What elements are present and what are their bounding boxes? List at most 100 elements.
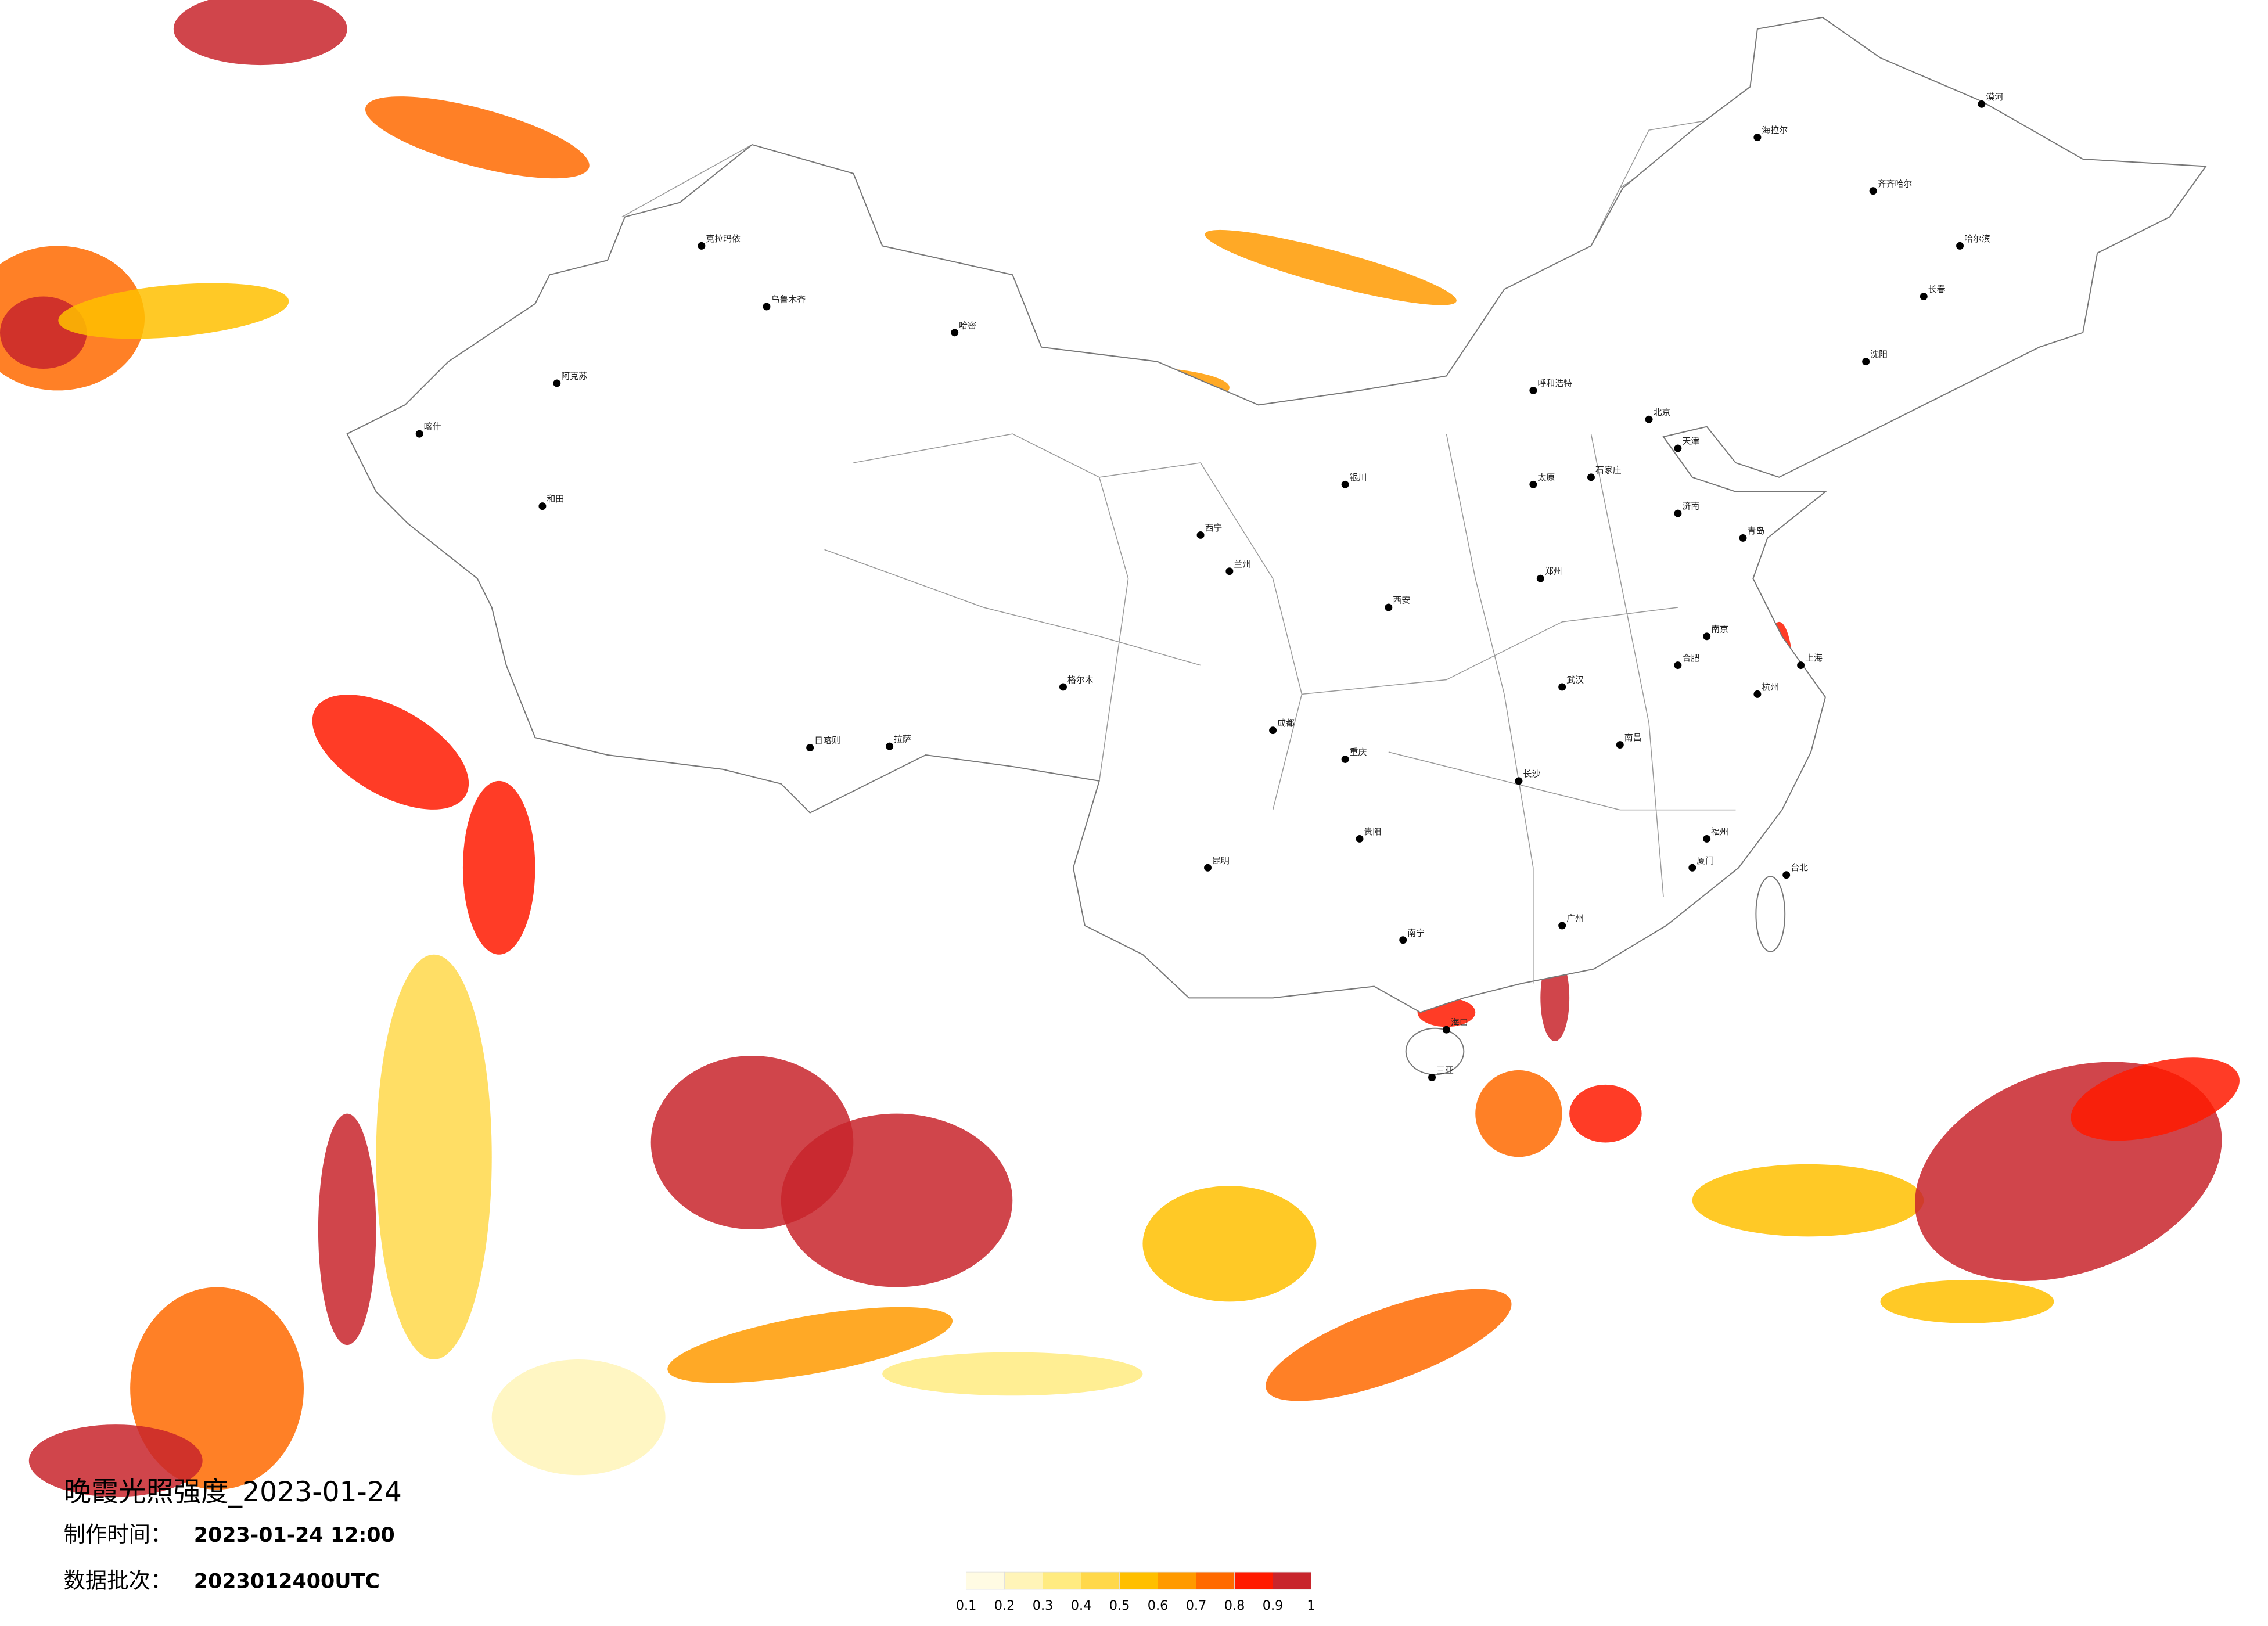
- taiwan-outline: [1755, 876, 1786, 952]
- city-dot: [1341, 480, 1349, 488]
- city-dot: [1536, 574, 1544, 582]
- city-dot: [1674, 444, 1682, 452]
- city-label: 台北: [1791, 862, 1808, 873]
- city-label: 太原: [1537, 472, 1555, 483]
- city-label: 广州: [1566, 913, 1584, 923]
- glow-area: [781, 1113, 1013, 1287]
- city-dot: [1703, 834, 1711, 843]
- city-dot: [1558, 683, 1566, 691]
- city-label: 日喀则: [814, 735, 840, 746]
- city-label: 乌鲁木齐: [771, 294, 806, 305]
- glow-area: [1205, 229, 1457, 305]
- legend-label: 0.3: [1033, 1598, 1054, 1613]
- city-label: 杭州: [1762, 682, 1779, 692]
- glow-area: [1142, 1186, 1317, 1302]
- legend-swatch: [1004, 1571, 1043, 1590]
- legend-label: 0.6: [1148, 1598, 1169, 1613]
- city-dot: [1399, 936, 1407, 944]
- city-label: 沈阳: [1870, 349, 1888, 359]
- city-label: 银川: [1350, 472, 1367, 483]
- legend-label: 0.2: [994, 1598, 1015, 1613]
- city-label: 兰州: [1234, 559, 1251, 569]
- legend-swatch: [1043, 1571, 1081, 1590]
- city-label: 拉萨: [894, 734, 911, 744]
- legend-label: 0.1: [956, 1598, 977, 1613]
- glow-area: [365, 96, 590, 179]
- city-label: 海口: [1451, 1017, 1468, 1028]
- city-label: 福州: [1711, 826, 1728, 837]
- batch-value: 2023012400UTC: [194, 1570, 380, 1593]
- legend-swatch: [1273, 1571, 1311, 1590]
- legend-label: 0.5: [1109, 1598, 1130, 1613]
- city-dot: [415, 430, 423, 438]
- city-dot: [1978, 100, 1986, 108]
- city-dot: [951, 329, 959, 337]
- city-label: 和田: [547, 494, 564, 504]
- city-dot: [1529, 386, 1537, 394]
- city-dot: [1059, 683, 1067, 691]
- glow-area: [318, 1113, 376, 1346]
- city-dot: [1269, 726, 1277, 735]
- city-dot: [1587, 473, 1595, 481]
- city-dot: [1753, 134, 1762, 142]
- city-dot: [1869, 187, 1877, 195]
- city-dot: [1356, 834, 1364, 843]
- city-label: 厦门: [1696, 855, 1714, 866]
- legend: 0.1 0.2 0.3 0.4 0.5 0.6 0.7 0.8 0.9 1: [956, 1571, 1315, 1613]
- glow-area: [1692, 1164, 1924, 1237]
- city-dot: [1674, 661, 1682, 670]
- city-label: 昆明: [1212, 855, 1230, 866]
- city-label: 西宁: [1205, 523, 1223, 533]
- city-dot: [1797, 661, 1805, 670]
- map-title: 晚霞光照强度_2023-01-24: [64, 1476, 402, 1508]
- city-dot: [1920, 293, 1928, 301]
- city-dot: [1782, 871, 1791, 879]
- made-label: 制作时间：: [64, 1521, 172, 1547]
- city-dot: [763, 303, 771, 311]
- city-label: 合肥: [1682, 653, 1699, 663]
- city-dot: [1196, 531, 1205, 539]
- city-label: 格尔木: [1067, 674, 1094, 685]
- glow-area: [462, 780, 535, 955]
- city-dot: [1204, 864, 1212, 872]
- city-dot: [1341, 756, 1349, 763]
- city-label: 成都: [1277, 718, 1295, 728]
- city-dot: [886, 742, 894, 750]
- glow-area: [312, 695, 469, 810]
- glow-area: [376, 954, 492, 1360]
- city-dot: [1442, 1026, 1450, 1034]
- city-label: 南宁: [1407, 927, 1425, 938]
- legend-label: 0.9: [1263, 1598, 1284, 1613]
- city-label: 贵阳: [1364, 826, 1381, 837]
- city-label: 齐齐哈尔: [1878, 178, 1913, 189]
- city-label: 南昌: [1624, 732, 1642, 743]
- city-label: 上海: [1805, 653, 1823, 663]
- glow-area: [1880, 1280, 2054, 1323]
- glow-area: [1266, 1289, 1512, 1401]
- city-label: 漠河: [1986, 92, 2003, 102]
- legend-label: 0.4: [1071, 1598, 1092, 1613]
- legend-swatch: [1119, 1571, 1158, 1590]
- city-dot: [1529, 480, 1537, 488]
- city-dot: [1385, 603, 1393, 611]
- city-dot: [1703, 632, 1711, 641]
- legend-swatch: [1081, 1571, 1120, 1590]
- city-dot: [1739, 534, 1747, 542]
- city-label: 北京: [1654, 407, 1671, 418]
- batch-label: 数据批次：: [64, 1568, 172, 1593]
- city-dot: [1956, 242, 1964, 250]
- city-label: 阿克苏: [561, 370, 587, 381]
- glow-area: [58, 283, 289, 339]
- glow-area: [882, 1352, 1143, 1396]
- city-label: 三亚: [1436, 1065, 1454, 1075]
- city-dot: [1753, 690, 1762, 698]
- city-dot: [806, 744, 814, 752]
- legend-label: 0.8: [1224, 1598, 1245, 1613]
- glow-area: [1475, 1070, 1562, 1157]
- city-dot: [1674, 509, 1682, 517]
- legend-swatch: [1158, 1571, 1196, 1590]
- province-lines: [824, 433, 1736, 984]
- city-label: 长春: [1928, 284, 1946, 294]
